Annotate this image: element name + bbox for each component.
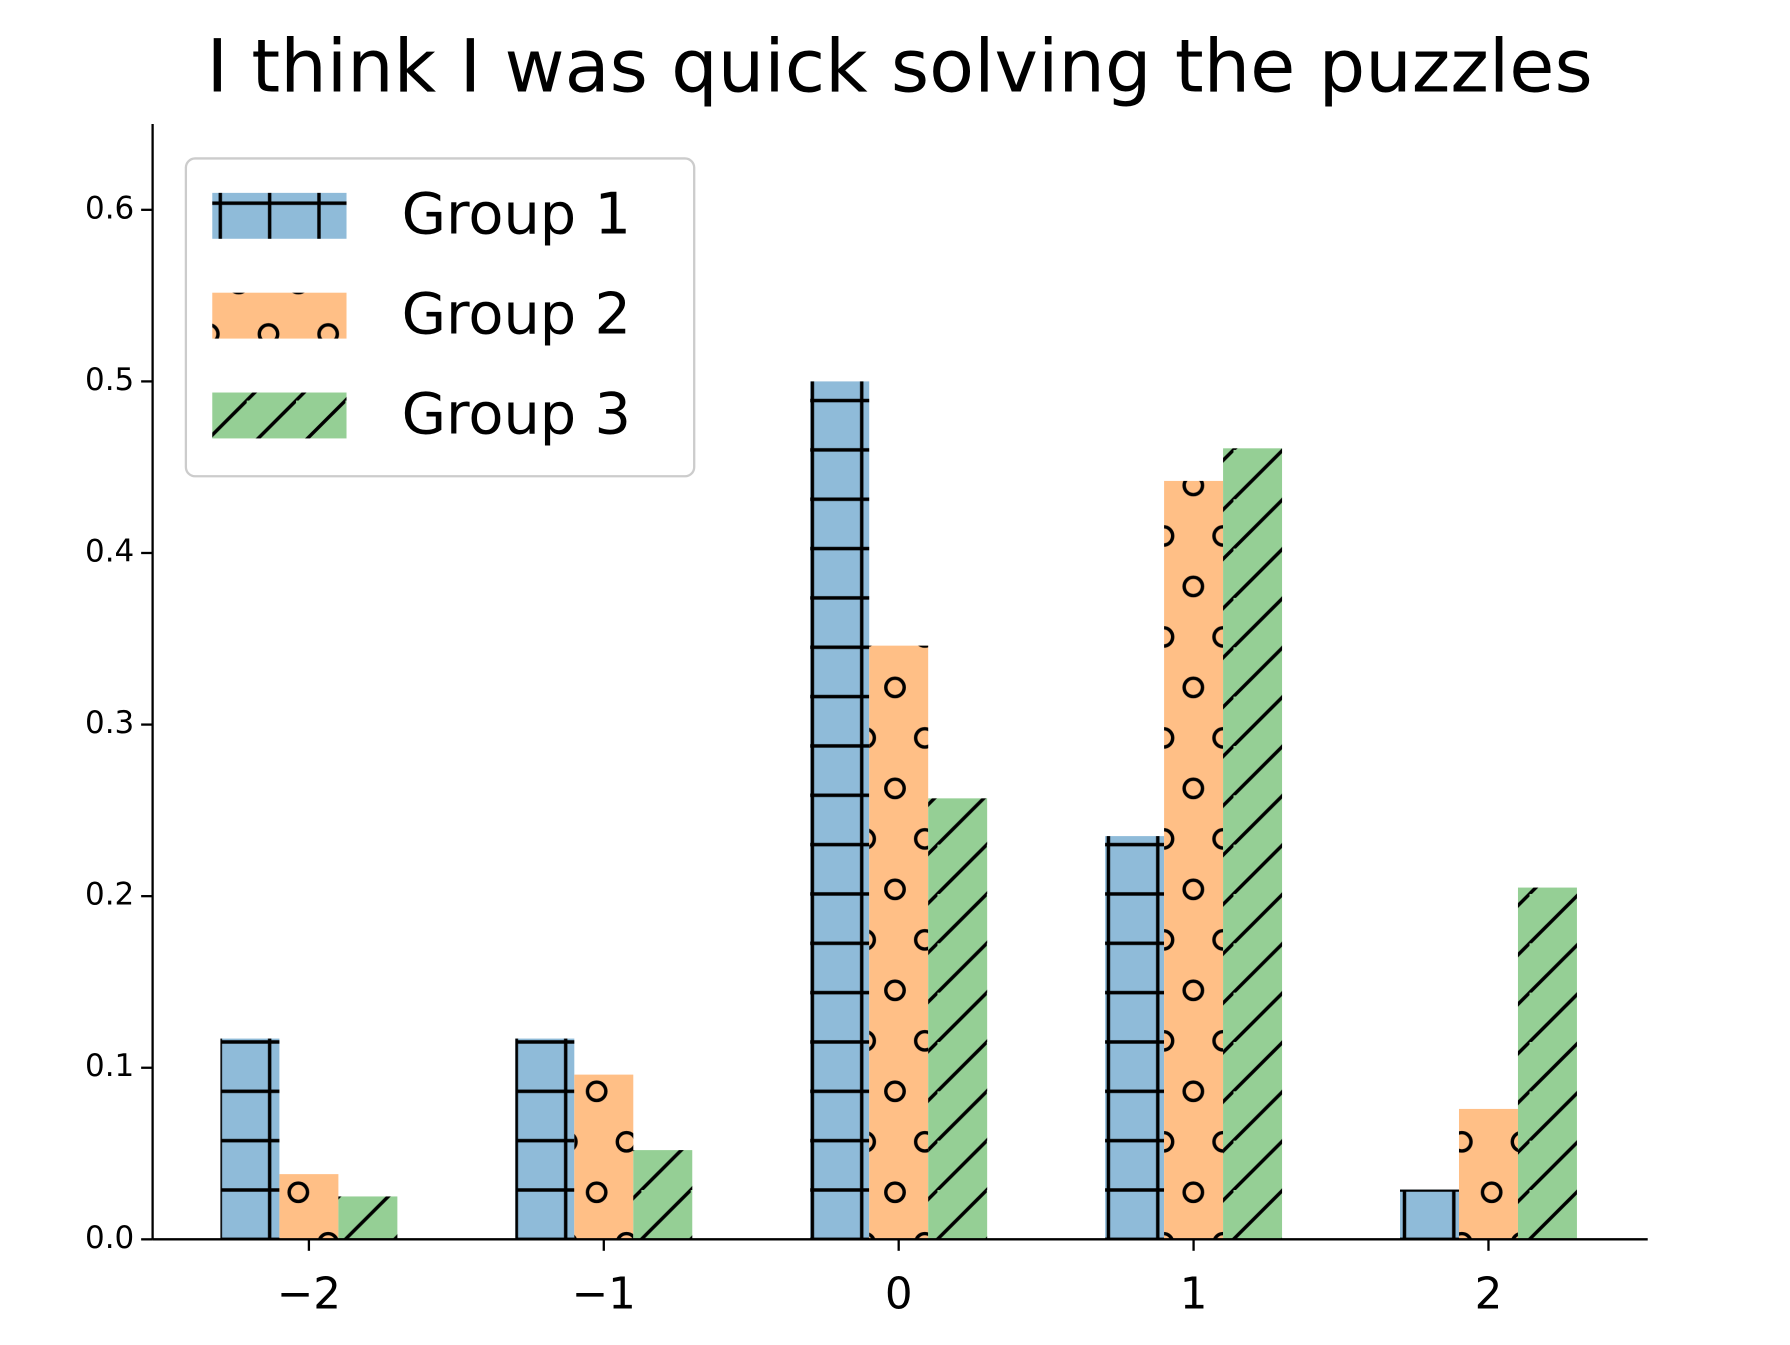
x-tick-label: 0 bbox=[885, 1270, 913, 1320]
bar-hatch bbox=[1458, 1108, 1518, 1240]
bar-hatch bbox=[1164, 480, 1224, 1240]
legend-label: Group 3 bbox=[402, 380, 631, 447]
bar-hatch bbox=[928, 798, 988, 1240]
legend-swatch-hatch bbox=[212, 392, 347, 439]
bar-hatch bbox=[220, 1038, 280, 1240]
legend-swatch-hatch bbox=[212, 192, 347, 239]
bar-hatch bbox=[279, 1174, 339, 1240]
bar-hatch bbox=[1105, 836, 1165, 1240]
bar-hatch bbox=[1223, 448, 1283, 1240]
bar-hatch bbox=[515, 1038, 575, 1240]
y-tick-label: 0.3 bbox=[85, 705, 134, 741]
bar-hatch bbox=[1517, 887, 1577, 1240]
y-tick-label: 0.2 bbox=[85, 877, 134, 913]
x-tick-label: −2 bbox=[277, 1270, 341, 1320]
bar-hatch bbox=[574, 1074, 634, 1240]
y-tick-label: 0.6 bbox=[85, 190, 134, 226]
y-tick-label: 0.5 bbox=[85, 362, 134, 398]
bar-hatch bbox=[810, 381, 870, 1240]
y-tick-label: 0.0 bbox=[85, 1220, 134, 1256]
legend: Group 1 Group 2 Group 3 bbox=[184, 157, 696, 478]
legend-label: Group 1 bbox=[402, 181, 631, 248]
x-tick-label: −1 bbox=[572, 1270, 636, 1320]
y-tick-label: 0.1 bbox=[85, 1048, 134, 1084]
legend-swatch-hatch bbox=[212, 292, 347, 339]
chart-title: I think I was quick solving the puzzles bbox=[206, 24, 1592, 109]
bar-hatch bbox=[869, 645, 929, 1240]
x-tick-label: 1 bbox=[1180, 1270, 1208, 1320]
bar-hatch bbox=[1400, 1189, 1459, 1240]
bar-hatch bbox=[338, 1196, 398, 1240]
legend-label: Group 2 bbox=[402, 281, 631, 348]
bar-hatch bbox=[633, 1150, 693, 1240]
y-tick-label: 0.4 bbox=[85, 533, 134, 569]
x-tick-label: 2 bbox=[1475, 1270, 1503, 1320]
